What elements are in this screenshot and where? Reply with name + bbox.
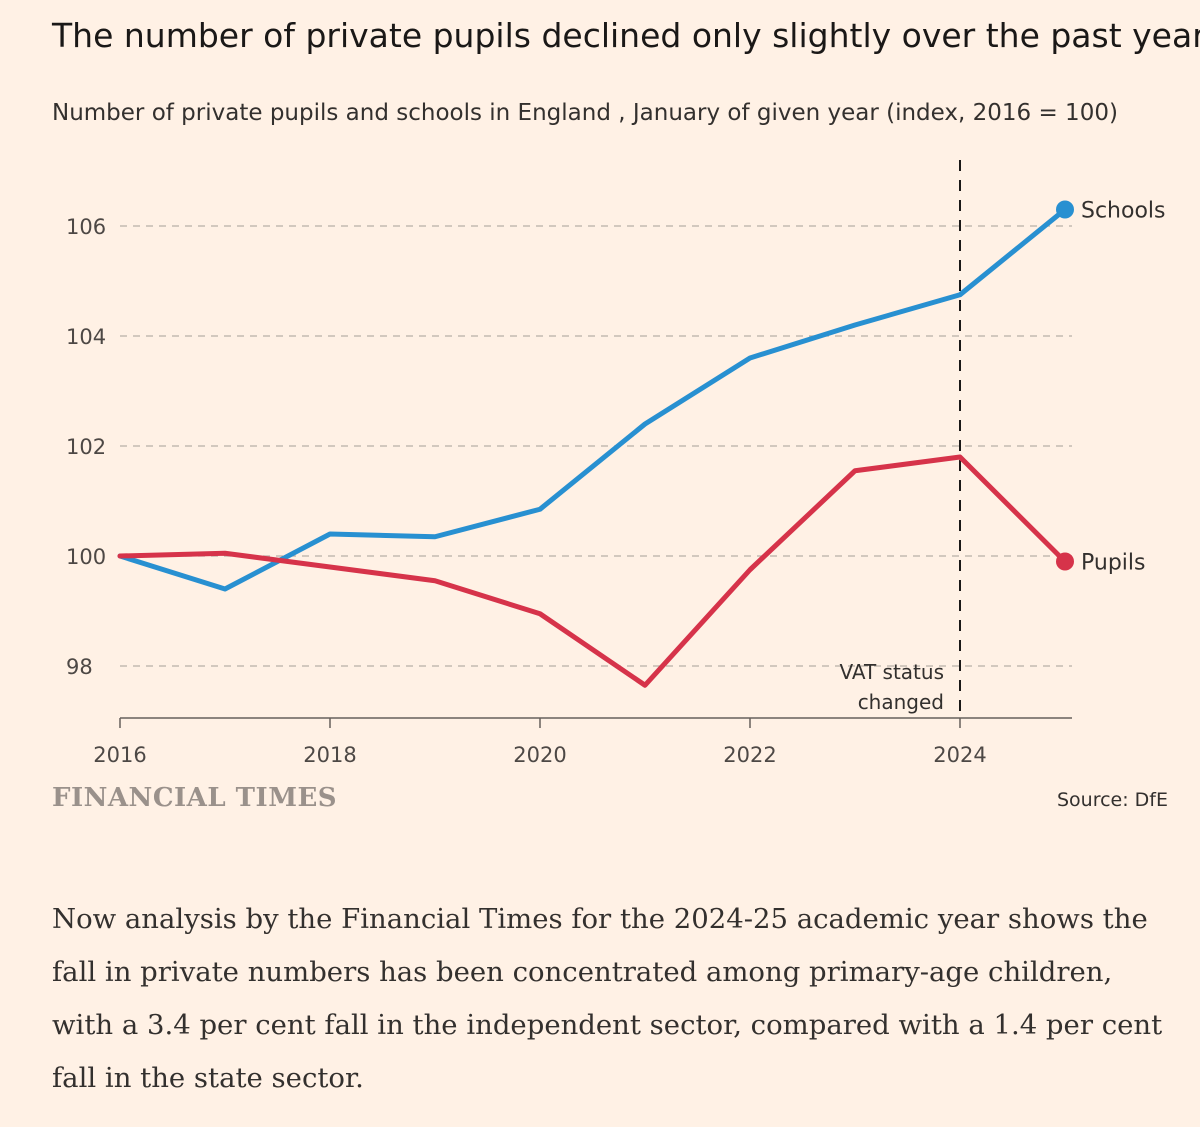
series-lines: Schools Pupils xyxy=(117,199,1166,688)
vat-annotation: VAT status changed xyxy=(839,160,961,718)
x-tick-label: 2022 xyxy=(723,743,776,767)
x-tick-label: 2024 xyxy=(933,743,986,767)
source-note: Source: DfE xyxy=(1056,789,1168,811)
data-point-pupils xyxy=(1056,552,1074,571)
y-tick-label: 98 xyxy=(66,655,93,679)
series-line-schools xyxy=(117,207,1068,592)
chart-subtitle: Number of private pupils and schools in … xyxy=(52,100,1118,126)
vat-annotation-label: VAT status xyxy=(839,660,944,684)
y-tick-label: 102 xyxy=(66,435,106,459)
y-tick-label: 106 xyxy=(66,215,106,239)
x-tick-label: 2018 xyxy=(303,743,356,767)
y-tick-label: 100 xyxy=(66,545,106,569)
series-label-schools: Schools xyxy=(1081,199,1166,224)
article-paragraph: Now analysis by the Financial Times for … xyxy=(52,903,1163,1094)
y-tick-label: 104 xyxy=(66,325,106,349)
line-chart: 98 102 104 106 100 2016 2018 2020 2022 2024 VAT … xyxy=(66,160,1166,767)
ft-brand-logo: FINANCIAL TIMES xyxy=(52,783,338,813)
chart-title: The number of private pupils declined on… xyxy=(52,16,1200,55)
vat-annotation-label: changed xyxy=(858,690,944,714)
grid-lines xyxy=(120,225,1072,667)
x-tick-label: 2020 xyxy=(513,743,566,767)
series-line-pupils xyxy=(117,454,1068,688)
series-label-pupils: Pupils xyxy=(1081,551,1145,576)
y-axis-ticks: 98 102 104 106 100 xyxy=(66,215,106,679)
data-point-schools xyxy=(1056,200,1074,219)
x-axis: 2016 2018 2020 2022 2024 xyxy=(93,717,1072,767)
x-tick-label: 2016 xyxy=(93,743,146,767)
